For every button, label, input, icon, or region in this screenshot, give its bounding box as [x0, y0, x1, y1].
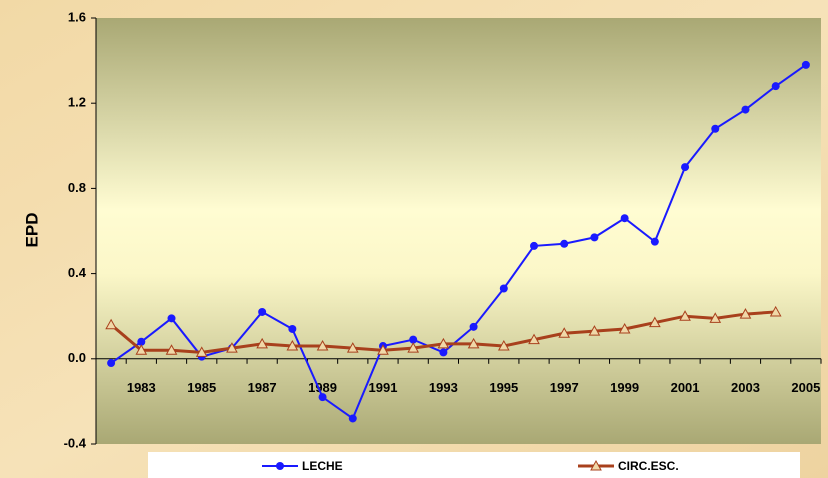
point [258, 307, 267, 316]
legend-marker [276, 462, 284, 470]
point [226, 342, 238, 353]
x-tick-label: 1985 [187, 380, 216, 395]
x-tick-label: 1997 [550, 380, 579, 395]
point [137, 337, 146, 346]
y-tick-label: 1.2 [68, 95, 86, 110]
point [286, 339, 299, 351]
point [650, 237, 659, 246]
x-tick-label: 1999 [610, 380, 639, 395]
point [348, 414, 357, 423]
point [377, 344, 389, 355]
x-tick-label: 2005 [791, 380, 820, 395]
point [135, 344, 148, 355]
point [590, 233, 599, 242]
legend [148, 452, 800, 478]
x-tick-label: 1991 [369, 380, 398, 395]
x-tick-label: 1995 [489, 380, 518, 395]
y-tick-label: 1.6 [68, 9, 86, 24]
y-tick-label: 0.4 [68, 265, 87, 280]
x-tick-label: 1993 [429, 380, 458, 395]
plot-area [96, 18, 821, 444]
point [346, 342, 359, 353]
point [439, 348, 448, 357]
point [195, 346, 208, 357]
point [409, 335, 418, 344]
y-tick-label: 0.0 [68, 350, 86, 365]
point [107, 359, 116, 368]
point [649, 316, 661, 328]
y-axis-title: EPD [22, 213, 41, 248]
point [528, 333, 540, 345]
legend-label: CIRC.ESC. [618, 459, 679, 473]
y-tick-label: -0.4 [64, 435, 87, 450]
legend-label: LECHE [302, 459, 343, 473]
point [741, 105, 750, 114]
point [318, 393, 327, 402]
x-tick-label: 1989 [308, 380, 337, 395]
point [681, 163, 690, 172]
x-tick-label: 1983 [127, 380, 156, 395]
point [620, 214, 629, 223]
point [588, 325, 601, 336]
point [469, 322, 478, 331]
point [771, 82, 780, 91]
point [437, 337, 450, 349]
point [709, 312, 722, 323]
point [407, 342, 420, 353]
point [497, 339, 510, 351]
point [801, 60, 810, 69]
point [711, 124, 720, 133]
point [165, 344, 178, 355]
legend-marker [590, 459, 602, 471]
x-tick-label: 1987 [248, 380, 277, 395]
point [679, 310, 691, 321]
point [499, 284, 508, 293]
point [256, 337, 268, 349]
point [105, 318, 117, 330]
point [618, 322, 631, 334]
point [467, 337, 480, 349]
point [739, 308, 752, 319]
point [316, 339, 329, 351]
point [560, 239, 569, 248]
point [167, 314, 176, 323]
point [558, 327, 571, 338]
point [530, 241, 539, 250]
x-tick-label: 2003 [731, 380, 760, 395]
point [288, 324, 297, 333]
point [769, 305, 782, 317]
x-tick-label: 2001 [671, 380, 700, 395]
y-tick-label: 0.8 [68, 180, 86, 195]
